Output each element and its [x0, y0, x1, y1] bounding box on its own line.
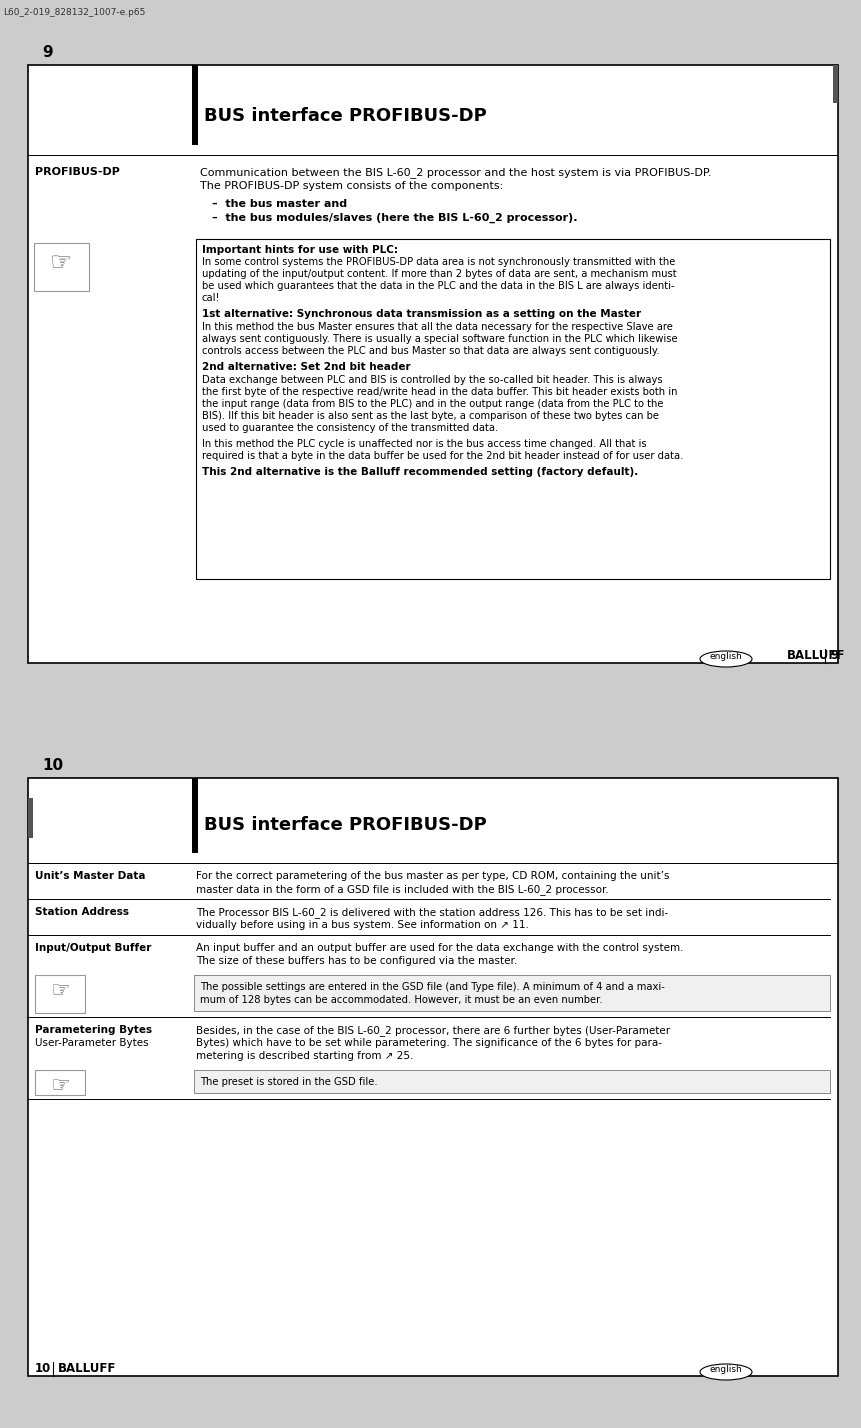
Text: Data exchange between PLC and BIS is controlled by the so-called bit header. Thi: Data exchange between PLC and BIS is con…	[202, 376, 663, 386]
Bar	[833, 66, 838, 103]
Text: –  the bus master and: – the bus master and	[212, 198, 347, 208]
Bar	[35, 975, 85, 1012]
Text: BALLUFF: BALLUFF	[58, 1362, 116, 1375]
Text: ☞: ☞	[50, 251, 72, 276]
Bar	[28, 66, 838, 663]
Text: the first byte of the respective read/write head in the data buffer. This bit he: the first byte of the respective read/wr…	[202, 387, 678, 397]
Text: The preset is stored in the GSD file.: The preset is stored in the GSD file.	[200, 1077, 378, 1087]
Bar	[194, 975, 830, 1011]
Text: Important hints for use with PLC:: Important hints for use with PLC:	[202, 246, 398, 256]
Text: BALLUFF: BALLUFF	[787, 648, 846, 663]
Bar	[194, 1070, 830, 1092]
Text: In some control systems the PROFIBUS-DP data area is not synchronously transmitt: In some control systems the PROFIBUS-DP …	[202, 257, 675, 267]
Ellipse shape	[700, 651, 752, 667]
Text: mum of 128 bytes can be accommodated. However, it must be an even number.: mum of 128 bytes can be accommodated. Ho…	[200, 995, 603, 1005]
Text: master data in the form of a GSD file is included with the BIS L-60_2 processor.: master data in the form of a GSD file is…	[196, 884, 609, 895]
Text: 2nd alternative: Set 2nd bit header: 2nd alternative: Set 2nd bit header	[202, 363, 411, 373]
Text: The Processor BIS L-60_2 is delivered with the station address 126. This has to : The Processor BIS L-60_2 is delivered wi…	[196, 907, 668, 918]
Text: User-Parameter Bytes: User-Parameter Bytes	[35, 1038, 149, 1048]
Text: 1st alternative: Synchronous data transmission as a setting on the Master: 1st alternative: Synchronous data transm…	[202, 308, 641, 318]
Text: The size of these buffers has to be configured via the master.: The size of these buffers has to be conf…	[196, 955, 517, 965]
Text: vidually before using in a bus system. See information on ↗ 11.: vidually before using in a bus system. S…	[196, 920, 529, 930]
Text: Bytes) which have to be set while parametering. The significance of the 6 bytes : Bytes) which have to be set while parame…	[196, 1038, 662, 1048]
Text: be used which guarantees that the data in the PLC and the data in the BIS L are : be used which guarantees that the data i…	[202, 281, 675, 291]
Text: Station Address: Station Address	[35, 907, 129, 917]
Text: Besides, in the case of the BIS L-60_2 processor, there are 6 further bytes (Use: Besides, in the case of the BIS L-60_2 p…	[196, 1025, 670, 1035]
Text: BIS). lIf this bit header is also sent as the last byte, a comparison of these t: BIS). lIf this bit header is also sent a…	[202, 411, 659, 421]
Text: PROFIBUS-DP: PROFIBUS-DP	[35, 167, 120, 177]
Text: ☞: ☞	[50, 1077, 70, 1097]
Text: required is that a byte in the data buffer be used for the 2nd bit header instea: required is that a byte in the data buff…	[202, 451, 684, 461]
Text: ☞: ☞	[50, 981, 70, 1001]
Bar	[28, 778, 838, 1377]
Text: An input buffer and an output buffer are used for the data exchange with the con: An input buffer and an output buffer are…	[196, 942, 684, 952]
Text: –  the bus modules/slaves (here the BIS L-60_2 processor).: – the bus modules/slaves (here the BIS L…	[212, 213, 578, 223]
Text: english: english	[709, 653, 742, 661]
Text: metering is described starting from ↗ 25.: metering is described starting from ↗ 25…	[196, 1051, 413, 1061]
Bar	[192, 66, 198, 146]
Text: BUS interface PROFIBUS-DP: BUS interface PROFIBUS-DP	[204, 107, 486, 126]
Text: updating of the input/output content. If more than 2 bytes of data are sent, a m: updating of the input/output content. If…	[202, 268, 677, 278]
Ellipse shape	[700, 1364, 752, 1379]
Bar	[196, 238, 830, 578]
Text: the input range (data from BIS to the PLC) and in the output range (data from th: the input range (data from BIS to the PL…	[202, 398, 664, 408]
Text: L60_2-019_828132_1007-e.p65: L60_2-019_828132_1007-e.p65	[3, 9, 146, 17]
Text: always sent contiguously. There is usually a special software function in the PL: always sent contiguously. There is usual…	[202, 334, 678, 344]
Text: cal!: cal!	[202, 293, 220, 303]
Text: controls access between the PLC and bus Master so that data are always sent cont: controls access between the PLC and bus …	[202, 346, 660, 356]
Text: BUS interface PROFIBUS-DP: BUS interface PROFIBUS-DP	[204, 815, 486, 834]
Text: Communication between the BIS L-60_2 processor and the host system is via PROFIB: Communication between the BIS L-60_2 pro…	[200, 167, 711, 178]
Bar	[28, 798, 33, 838]
Bar	[35, 1070, 85, 1095]
Text: 9: 9	[830, 648, 839, 663]
Text: This 2nd alternative is the Balluff recommended setting (factory default).: This 2nd alternative is the Balluff reco…	[202, 467, 638, 477]
Text: english: english	[709, 1365, 742, 1374]
Text: used to guarantee the consistency of the transmitted data.: used to guarantee the consistency of the…	[202, 423, 499, 433]
Text: Unit’s Master Data: Unit’s Master Data	[35, 871, 146, 881]
Text: 10: 10	[42, 758, 63, 773]
Text: The PROFIBUS-DP system consists of the components:: The PROFIBUS-DP system consists of the c…	[200, 181, 503, 191]
Text: Input/Output Buffer: Input/Output Buffer	[35, 942, 152, 952]
Text: The possible settings are entered in the GSD file (and Type file). A minimum of : The possible settings are entered in the…	[200, 982, 665, 992]
Bar	[34, 243, 89, 291]
Text: 9: 9	[42, 46, 53, 60]
Text: For the correct parametering of the bus master as per type, CD ROM, containing t: For the correct parametering of the bus …	[196, 871, 670, 881]
Text: In this method the bus Master ensures that all the data necessary for the respec: In this method the bus Master ensures th…	[202, 321, 673, 331]
Bar	[192, 778, 198, 853]
Text: Parametering Bytes: Parametering Bytes	[35, 1025, 152, 1035]
Text: In this method the PLC cycle is unaffected nor is the bus access time changed. A: In this method the PLC cycle is unaffect…	[202, 438, 647, 448]
Text: 10: 10	[35, 1362, 52, 1375]
